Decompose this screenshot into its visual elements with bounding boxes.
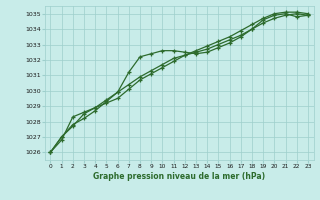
X-axis label: Graphe pression niveau de la mer (hPa): Graphe pression niveau de la mer (hPa) xyxy=(93,172,265,181)
